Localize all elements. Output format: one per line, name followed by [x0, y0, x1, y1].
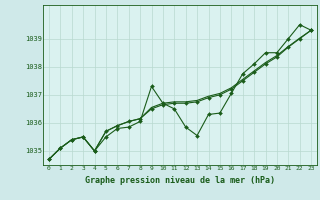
X-axis label: Graphe pression niveau de la mer (hPa): Graphe pression niveau de la mer (hPa) — [85, 176, 275, 185]
